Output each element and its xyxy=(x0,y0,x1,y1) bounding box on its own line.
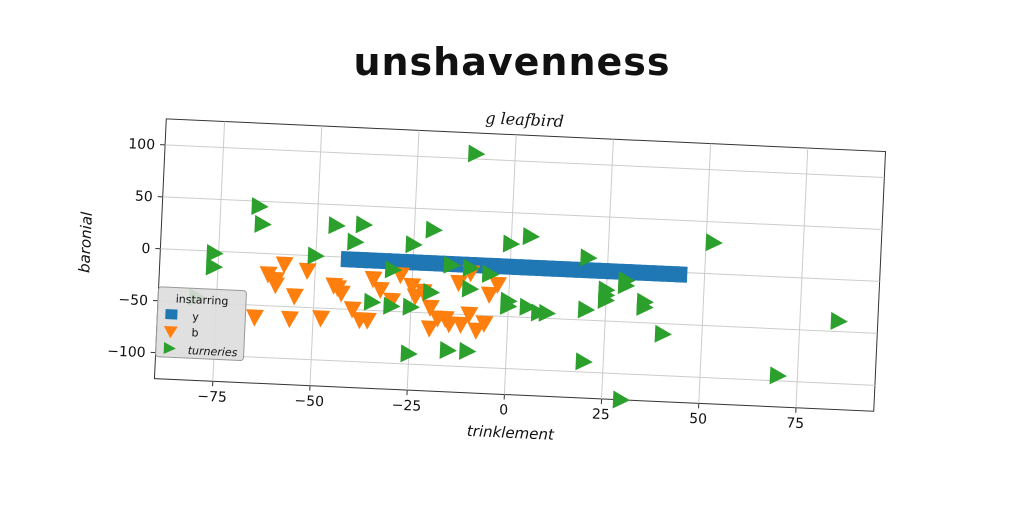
legend-title: instarring xyxy=(175,293,228,308)
x-tick-label: 0 xyxy=(499,402,509,418)
point-turneries xyxy=(206,243,224,262)
point-b xyxy=(329,279,348,298)
y-tick-label: 0 xyxy=(141,241,151,257)
point-turneries xyxy=(461,279,480,298)
y-tick-label: 50 xyxy=(135,189,154,206)
point-b xyxy=(406,288,425,306)
point-b xyxy=(259,266,278,284)
x-tick-label: −75 xyxy=(197,389,227,406)
point-b xyxy=(383,292,402,310)
legend-marker-turneries xyxy=(163,342,176,355)
point-turneries xyxy=(654,324,672,343)
point-b xyxy=(246,309,264,327)
x-tick-label: −50 xyxy=(294,393,324,410)
point-turneries xyxy=(347,232,365,251)
legend-label-b: b xyxy=(191,326,199,339)
x-axis-label: trinklement xyxy=(466,422,555,444)
point-turneries xyxy=(481,264,500,283)
chart-title: g leafbird xyxy=(485,108,564,131)
point-turneries xyxy=(830,311,848,330)
point-b xyxy=(285,288,304,306)
point-turneries xyxy=(769,366,787,385)
point-turneries xyxy=(422,282,441,301)
point-b xyxy=(475,315,494,333)
point-b xyxy=(452,316,471,334)
point-turneries xyxy=(502,234,521,253)
point-turneries xyxy=(425,220,443,239)
point-b xyxy=(364,270,383,289)
point-turneries xyxy=(363,292,382,311)
point-b xyxy=(371,281,390,299)
point-b xyxy=(403,277,422,296)
point-turneries xyxy=(402,297,420,316)
grid-line-y xyxy=(162,196,883,230)
y-tick-label: −50 xyxy=(118,292,148,309)
point-turneries xyxy=(439,340,457,359)
x-tick-label: 25 xyxy=(592,407,611,424)
point-turneries xyxy=(705,233,723,252)
point-turneries xyxy=(462,258,481,277)
legend-label-turneries: turneries xyxy=(187,344,237,359)
point-turneries xyxy=(597,290,616,309)
y-tick-label: −100 xyxy=(107,343,146,361)
legend: instarring y b turneries xyxy=(155,286,247,362)
point-b xyxy=(358,312,377,330)
point-turneries xyxy=(307,246,325,265)
page-title: unshavenness xyxy=(353,40,671,84)
point-turneries xyxy=(467,144,486,163)
point-turneries xyxy=(530,303,549,322)
y-axis-label: baronial xyxy=(75,211,96,274)
point-y xyxy=(674,266,688,283)
point-turneries xyxy=(575,352,593,371)
point-b xyxy=(480,286,499,304)
x-tick-label: 50 xyxy=(689,411,708,428)
point-turneries xyxy=(580,248,598,267)
legend-label-y: y xyxy=(192,310,200,323)
legend-marker-y xyxy=(165,309,178,320)
point-b xyxy=(298,262,317,281)
point-turneries xyxy=(405,235,423,254)
point-b xyxy=(312,310,331,328)
grid-line-y xyxy=(155,352,875,386)
point-turneries xyxy=(383,296,401,315)
point-turneries xyxy=(458,341,477,360)
point-turneries xyxy=(254,214,272,233)
point-b xyxy=(460,306,479,324)
point-b xyxy=(421,299,440,317)
axis-ticks: −75 −50 −25 0 25 50 75 −100 −50 0 50 100 xyxy=(107,136,805,432)
point-turneries xyxy=(500,291,518,310)
point-turneries xyxy=(251,197,269,216)
point-b xyxy=(420,320,439,338)
point-turneries xyxy=(636,292,654,311)
point-turneries xyxy=(328,216,346,235)
legend-marker-b xyxy=(163,325,178,339)
y-tick-label: 100 xyxy=(128,136,155,153)
grid-line-y xyxy=(165,144,885,179)
point-turneries xyxy=(205,257,224,276)
point-b xyxy=(275,256,294,274)
point-b xyxy=(436,310,455,328)
point-turneries xyxy=(519,297,537,316)
point-turneries xyxy=(384,260,403,279)
point-turneries xyxy=(577,300,596,319)
point-turneries xyxy=(355,215,374,234)
point-b xyxy=(281,310,299,329)
point-b xyxy=(267,271,286,290)
legend-box xyxy=(155,286,247,362)
grid-line-y xyxy=(157,300,878,334)
point-turneries xyxy=(617,276,636,295)
x-tick-label: −25 xyxy=(391,397,421,414)
x-tick-label: 75 xyxy=(786,415,805,432)
grid xyxy=(155,121,885,408)
point-turneries xyxy=(400,344,418,363)
point-turneries xyxy=(612,390,631,409)
point-b xyxy=(450,274,469,293)
point-turneries xyxy=(443,255,461,274)
point-b xyxy=(343,301,362,319)
data-marks xyxy=(188,144,848,409)
point-turneries xyxy=(522,227,541,246)
point-b xyxy=(489,276,508,294)
